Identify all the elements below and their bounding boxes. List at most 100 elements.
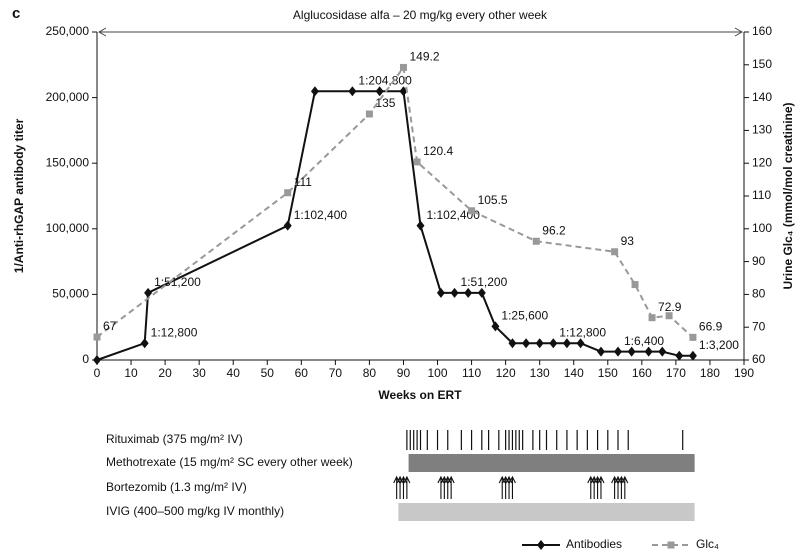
diamond-marker	[535, 338, 544, 349]
diamond-marker	[688, 350, 697, 361]
x-tick-label: 190	[734, 366, 754, 380]
series-line	[96, 90, 693, 361]
diamond-marker	[399, 86, 408, 97]
x-tick-label: 0	[94, 366, 101, 380]
data-label: 96.2	[542, 223, 566, 237]
x-tick-label: 160	[632, 366, 652, 380]
treatment-label: Bortezomib (1.3 mg/m² IV)	[106, 480, 247, 494]
y2-tick-label: 110	[752, 188, 771, 202]
y2-tick-label: 60	[752, 352, 766, 366]
y2-tick-label: 100	[752, 221, 772, 235]
diamond-marker	[283, 220, 292, 231]
diamond-marker	[450, 287, 459, 298]
diamond-marker	[549, 338, 558, 349]
diamond-marker	[522, 338, 531, 349]
y2-axis-label: Urine Glc₄ (mmol/mol creatinine)	[781, 102, 795, 289]
y-tick-label: 200,000	[46, 90, 90, 104]
square-marker	[468, 207, 476, 215]
legend-label: Antibodies	[566, 537, 622, 551]
square-marker	[532, 237, 540, 245]
square-marker	[689, 333, 697, 341]
y2-tick-label: 70	[752, 319, 766, 333]
diamond-marker	[596, 346, 605, 357]
y-tick-label: 50,000	[52, 287, 89, 301]
data-label: 111	[294, 175, 313, 189]
y2-tick-label: 120	[752, 155, 772, 169]
diamond-marker	[576, 338, 585, 349]
series-line	[96, 64, 694, 339]
square-marker	[611, 248, 619, 256]
y-tick-label: 150,000	[46, 155, 90, 169]
square-marker	[413, 158, 421, 166]
diamond-marker	[416, 220, 425, 231]
y-tick-label: 100,000	[46, 221, 90, 235]
y-axis-label: 1/Anti-rhGAP antibody titer	[12, 118, 26, 273]
x-tick-label: 170	[666, 366, 686, 380]
legend-marker	[537, 540, 545, 550]
x-tick-label: 50	[261, 366, 275, 380]
diamond-marker	[348, 86, 357, 97]
diamond-marker	[477, 287, 486, 298]
diamond-marker	[436, 287, 445, 298]
treatment-arrow	[508, 475, 516, 499]
x-tick-label: 40	[227, 366, 241, 380]
diamond-marker	[658, 346, 667, 357]
square-marker	[365, 110, 373, 118]
data-label: 1:12,800	[559, 325, 606, 339]
data-label: 1:6,400	[624, 334, 664, 348]
x-tick-label: 30	[192, 366, 206, 380]
data-label: 1:204,800	[358, 73, 412, 87]
square-marker	[284, 189, 292, 197]
data-label: 1:12,800	[151, 325, 198, 339]
x-tick-label: 10	[124, 366, 138, 380]
diamond-marker	[614, 346, 623, 357]
y2-tick-label: 160	[752, 24, 772, 38]
panel-label: c	[12, 5, 20, 22]
legend-label: Glc₄	[696, 537, 719, 551]
x-tick-label: 60	[295, 366, 309, 380]
x-tick-label: 100	[428, 366, 448, 380]
treatment-bar	[408, 454, 695, 472]
square-marker	[93, 333, 101, 341]
diamond-marker	[675, 350, 684, 361]
data-label: 1:25,600	[501, 309, 548, 323]
x-tick-label: 180	[700, 366, 720, 380]
x-tick-label: 140	[564, 366, 584, 380]
y-tick-label: 0	[82, 352, 89, 366]
x-axis-label: Weeks on ERT	[378, 388, 462, 402]
data-label: 1:51,200	[461, 275, 508, 289]
data-label: 93	[621, 234, 635, 248]
legend-marker	[667, 541, 675, 549]
diamond-marker	[310, 86, 319, 97]
data-label: 1:102,400	[427, 208, 481, 222]
y2-tick-label: 130	[752, 123, 772, 137]
arrow-heads	[97, 27, 744, 37]
diamond-marker	[508, 338, 517, 349]
treatment-arrow	[447, 475, 455, 499]
data-label: 105.5	[478, 193, 508, 207]
x-tick-label: 150	[598, 366, 618, 380]
diamond-marker	[627, 346, 636, 357]
treatment-arrow	[621, 475, 629, 499]
y2-tick-label: 140	[752, 90, 772, 104]
y2-tick-label: 80	[752, 287, 766, 301]
data-label: 1:3,200	[699, 338, 739, 352]
treatment-arrow	[403, 475, 411, 499]
treatment-label: IVIG (400–500 mg/kg IV monthly)	[106, 504, 284, 518]
data-label: 66.9	[699, 320, 723, 334]
diamond-marker	[144, 287, 153, 298]
diamond-marker	[644, 346, 653, 357]
y2-tick-label: 90	[752, 254, 766, 268]
treatment-arrow	[597, 475, 605, 499]
square-marker	[631, 281, 639, 289]
data-label: 72.9	[658, 300, 682, 314]
data-label: 1:102,400	[294, 208, 348, 222]
y-tick-label: 250,000	[46, 24, 90, 38]
data-label: 120.4	[423, 144, 453, 158]
x-tick-label: 20	[158, 366, 172, 380]
treatment-label: Methotrexate (15 mg/m² SC every other we…	[106, 455, 353, 469]
x-tick-label: 110	[462, 366, 481, 380]
diamond-marker	[93, 355, 101, 365]
